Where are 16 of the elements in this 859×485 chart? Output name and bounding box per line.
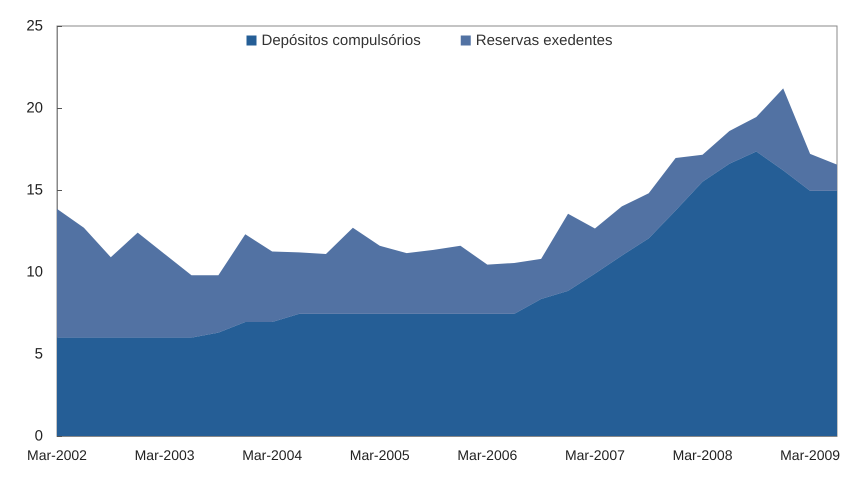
y-tick-label: 0 bbox=[34, 428, 43, 444]
legend-label: Reservas exedentes bbox=[476, 32, 612, 49]
x-tick-label: Mar-2002 bbox=[27, 447, 88, 463]
x-tick-label: Mar-2009 bbox=[780, 447, 840, 463]
x-tick-label: Mar-2008 bbox=[672, 447, 733, 463]
legend-label: Depósitos compulsórios bbox=[262, 32, 421, 49]
y-tick-label: 10 bbox=[26, 264, 43, 280]
y-tick-label: 20 bbox=[26, 100, 43, 116]
x-tick-label: Mar-2007 bbox=[564, 447, 626, 463]
y-tick-label: 15 bbox=[26, 182, 43, 198]
x-tick-label: Mar-2006 bbox=[457, 447, 518, 463]
y-tick-label: 5 bbox=[34, 346, 43, 362]
x-tick-label: Mar-2004 bbox=[242, 447, 302, 463]
x-tick-label: Mar-2003 bbox=[134, 447, 195, 463]
x-tick-label: Mar-2005 bbox=[350, 447, 410, 463]
y-tick-label: 25 bbox=[26, 18, 43, 34]
